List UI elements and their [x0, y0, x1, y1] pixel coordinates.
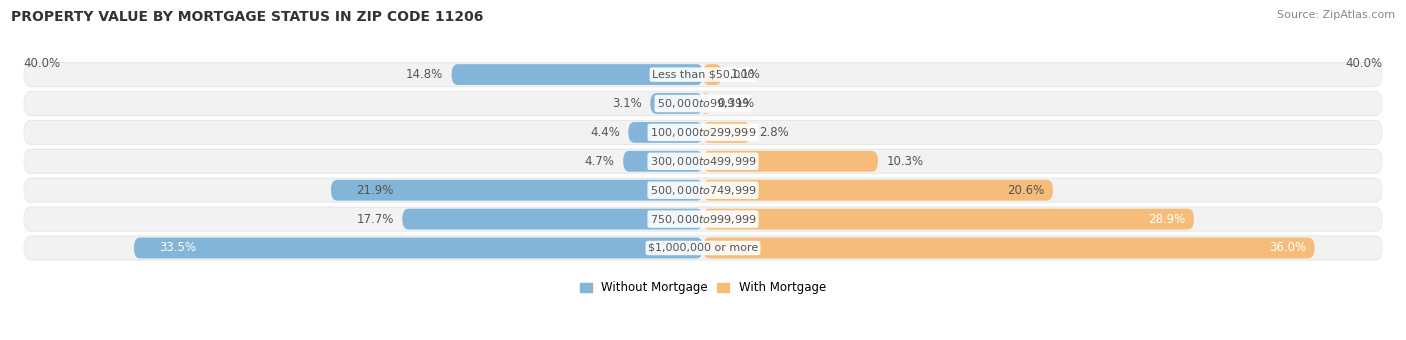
FancyBboxPatch shape — [628, 122, 703, 143]
Text: $50,000 to $99,999: $50,000 to $99,999 — [657, 97, 749, 110]
Text: 14.8%: 14.8% — [406, 68, 443, 81]
Text: $1,000,000 or more: $1,000,000 or more — [648, 243, 758, 253]
FancyBboxPatch shape — [24, 91, 1382, 116]
FancyBboxPatch shape — [24, 92, 1382, 115]
Text: 36.0%: 36.0% — [1270, 241, 1306, 255]
Text: 10.3%: 10.3% — [886, 155, 924, 168]
FancyBboxPatch shape — [703, 238, 1315, 258]
Text: Less than $50,000: Less than $50,000 — [652, 70, 754, 80]
FancyBboxPatch shape — [703, 209, 1194, 230]
Text: 40.0%: 40.0% — [24, 57, 60, 70]
FancyBboxPatch shape — [24, 149, 1382, 174]
Text: Source: ZipAtlas.com: Source: ZipAtlas.com — [1277, 10, 1395, 20]
Text: 20.6%: 20.6% — [1007, 184, 1045, 197]
FancyBboxPatch shape — [24, 121, 1382, 144]
FancyBboxPatch shape — [623, 151, 703, 172]
FancyBboxPatch shape — [24, 206, 1382, 232]
FancyBboxPatch shape — [24, 63, 1382, 86]
FancyBboxPatch shape — [134, 238, 703, 258]
FancyBboxPatch shape — [24, 150, 1382, 173]
FancyBboxPatch shape — [24, 62, 1382, 87]
Text: 1.1%: 1.1% — [730, 68, 761, 81]
Text: 4.4%: 4.4% — [591, 126, 620, 139]
FancyBboxPatch shape — [703, 180, 1053, 201]
Text: PROPERTY VALUE BY MORTGAGE STATUS IN ZIP CODE 11206: PROPERTY VALUE BY MORTGAGE STATUS IN ZIP… — [11, 10, 484, 24]
Text: $300,000 to $499,999: $300,000 to $499,999 — [650, 155, 756, 168]
Text: $100,000 to $299,999: $100,000 to $299,999 — [650, 126, 756, 139]
FancyBboxPatch shape — [451, 64, 703, 85]
FancyBboxPatch shape — [703, 64, 721, 85]
FancyBboxPatch shape — [24, 208, 1382, 231]
FancyBboxPatch shape — [402, 209, 703, 230]
Text: 0.31%: 0.31% — [717, 97, 754, 110]
FancyBboxPatch shape — [24, 237, 1382, 259]
FancyBboxPatch shape — [703, 151, 877, 172]
FancyBboxPatch shape — [24, 235, 1382, 260]
FancyBboxPatch shape — [330, 180, 703, 201]
Text: 4.7%: 4.7% — [585, 155, 614, 168]
FancyBboxPatch shape — [24, 177, 1382, 203]
FancyBboxPatch shape — [702, 93, 709, 114]
Text: 2.8%: 2.8% — [759, 126, 789, 139]
Text: $750,000 to $999,999: $750,000 to $999,999 — [650, 212, 756, 226]
Text: 3.1%: 3.1% — [612, 97, 643, 110]
FancyBboxPatch shape — [651, 93, 703, 114]
Text: 33.5%: 33.5% — [159, 241, 197, 255]
FancyBboxPatch shape — [24, 120, 1382, 145]
Text: 40.0%: 40.0% — [1346, 57, 1382, 70]
Text: 28.9%: 28.9% — [1149, 212, 1185, 226]
Text: 21.9%: 21.9% — [357, 184, 394, 197]
FancyBboxPatch shape — [703, 122, 751, 143]
Text: $500,000 to $749,999: $500,000 to $749,999 — [650, 184, 756, 197]
Text: 17.7%: 17.7% — [357, 212, 394, 226]
FancyBboxPatch shape — [24, 179, 1382, 202]
Legend: Without Mortgage, With Mortgage: Without Mortgage, With Mortgage — [575, 276, 831, 299]
